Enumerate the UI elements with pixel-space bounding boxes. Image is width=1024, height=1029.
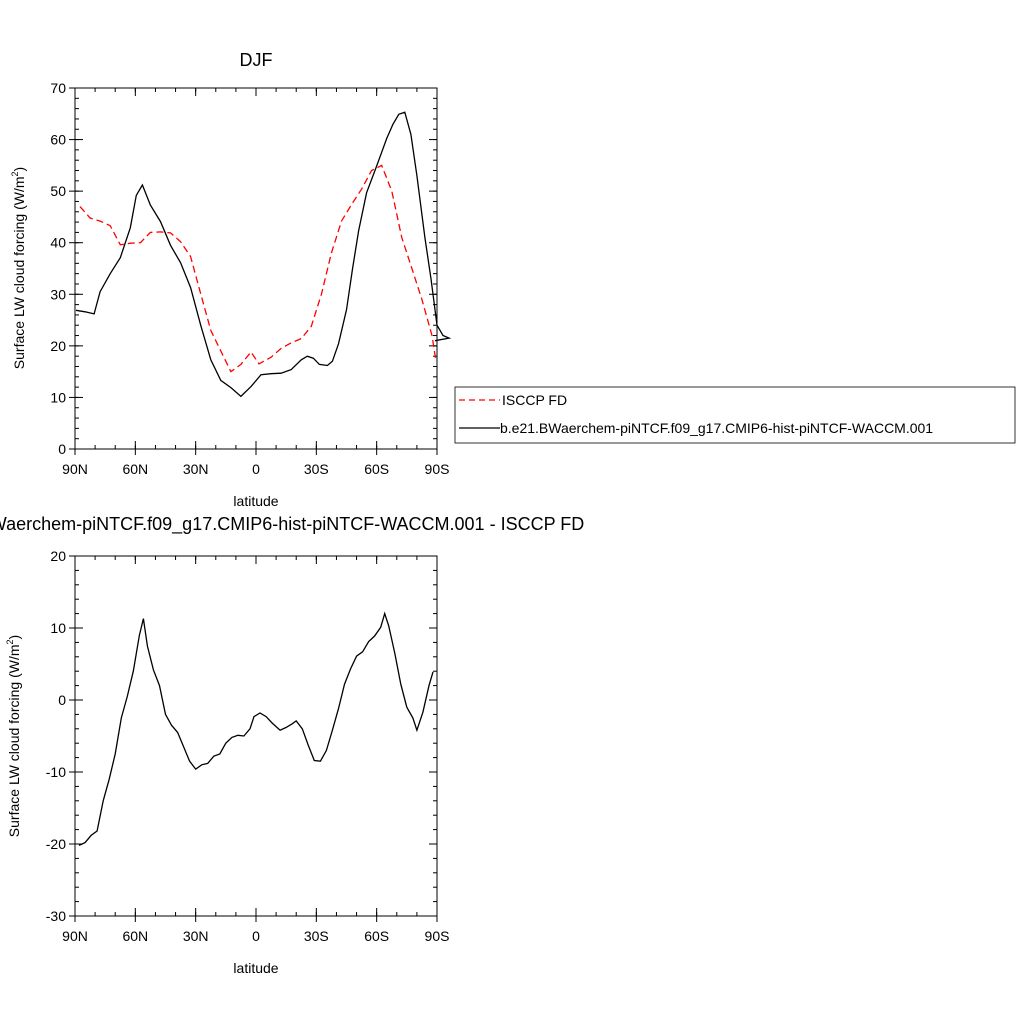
chart-title: b.e21.BWaerchem-piNTCF.f09_g17.CMIP6-his…	[0, 514, 584, 535]
y-axis-label-sup: 2	[10, 171, 20, 176]
x-tick-label: 90S	[425, 461, 450, 477]
y-tick-label: 10	[50, 620, 66, 636]
legend-label-isccp: ISCCP FD	[502, 392, 567, 408]
y-tick-label: 0	[58, 692, 66, 708]
y-tick-labels: 0 10 20 30 40 50 60 70	[50, 80, 66, 457]
x-tick-labels: 90N 60N 30N 0 30S 60S 90S	[62, 461, 449, 477]
y-axis-label: Surface LW cloud forcing (W/m2)	[10, 167, 27, 369]
y-tick-label: -10	[46, 764, 66, 780]
y-tick-label: -20	[46, 836, 66, 852]
tick-marks	[69, 87, 438, 455]
series-layer	[75, 111, 452, 398]
y-tick-label: 40	[50, 235, 66, 251]
y-axis-label-close: )	[6, 635, 22, 640]
x-tick-label: 60N	[122, 928, 148, 944]
y-tick-label: 70	[50, 80, 66, 96]
series-line-model	[75, 111, 452, 398]
plot-frame	[74, 87, 438, 450]
series-line-isccp	[79, 164, 437, 373]
x-tick-label: 60S	[364, 928, 389, 944]
x-tick-label: 30N	[183, 461, 209, 477]
x-tick-label: 0	[252, 461, 260, 477]
x-tick-label: 90N	[62, 928, 88, 944]
legend: ISCCP FD b.e21.BWaerchem-piNTCF.f09_g17.…	[454, 386, 1016, 444]
y-axis-label: Surface LW cloud forcing (W/m2)	[5, 635, 22, 837]
legend-label-model: b.e21.BWaerchem-piNTCF.f09_g17.CMIP6-his…	[500, 420, 933, 436]
x-tick-label: 30N	[183, 928, 209, 944]
x-axis-label: latitude	[233, 493, 278, 509]
y-tick-label: 30	[50, 286, 66, 302]
series-layer	[78, 611, 434, 846]
x-tick-label: 90N	[62, 461, 88, 477]
x-tick-label: 60S	[364, 461, 389, 477]
tick-marks	[69, 555, 438, 922]
y-tick-label: 50	[50, 183, 66, 199]
y-tick-label: 60	[50, 132, 66, 148]
y-axis-label-main: Surface LW cloud forcing (W/m	[11, 177, 27, 370]
y-tick-label: 20	[50, 338, 66, 354]
x-tick-labels: 90N 60N 30N 0 30S 60S 90S	[62, 928, 449, 944]
series-line-model	[78, 611, 434, 846]
y-tick-label: 10	[50, 389, 66, 405]
y-tick-label: 0	[58, 441, 66, 457]
x-axis-label: latitude	[233, 960, 278, 976]
x-tick-label: 60N	[122, 461, 148, 477]
y-axis-label-sup: 2	[5, 639, 15, 644]
panel-top: DJF 90N 60N 30N 0 30S 60S 90S 010203040506070 …	[10, 50, 1016, 509]
legend-box	[454, 386, 1016, 444]
x-tick-label: 30S	[304, 928, 329, 944]
panel-bottom: b.e21.BWaerchem-piNTCF.f09_g17.CMIP6-his…	[0, 514, 584, 976]
y-axis-label-close: )	[11, 167, 27, 172]
y-tick-labels: -30 -20 -10 0 10 20	[46, 548, 66, 924]
x-tick-label: 30S	[304, 461, 329, 477]
chart-title: DJF	[240, 50, 273, 70]
x-tick-label: 90S	[425, 928, 450, 944]
x-tick-label: 0	[252, 928, 260, 944]
plot-frame	[74, 555, 438, 917]
y-tick-label: -30	[46, 908, 66, 924]
y-tick-label: 20	[50, 548, 66, 564]
y-axis-label-main: Surface LW cloud forcing (W/m	[6, 645, 22, 838]
